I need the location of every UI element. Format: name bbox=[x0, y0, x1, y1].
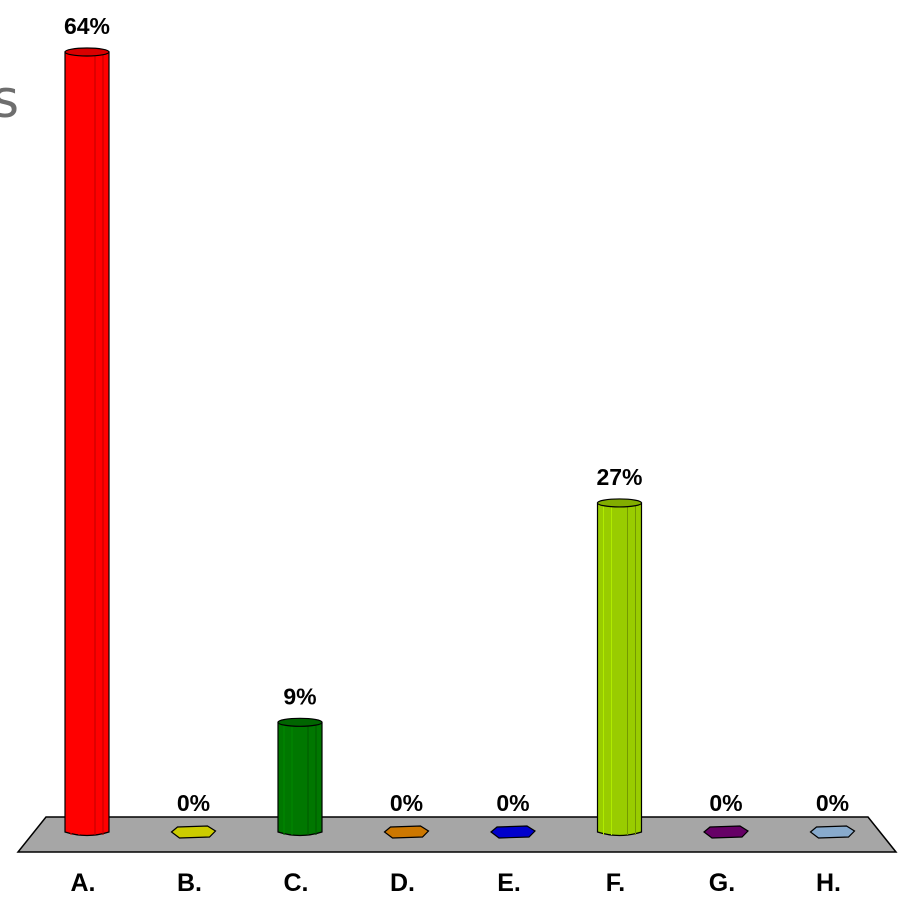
bar-h bbox=[809, 825, 856, 839]
category-label: F. bbox=[606, 869, 625, 897]
bar-body bbox=[64, 51, 110, 837]
bar-disc bbox=[703, 825, 749, 839]
bar-f bbox=[596, 498, 643, 837]
category-label: C. bbox=[284, 869, 309, 897]
bar-d bbox=[383, 825, 430, 839]
bar-b bbox=[170, 825, 217, 839]
bar-top bbox=[596, 498, 643, 508]
data-label: 9% bbox=[283, 683, 316, 709]
bar-disc bbox=[809, 825, 856, 839]
bar-e bbox=[490, 825, 536, 839]
data-label: 0% bbox=[816, 790, 849, 816]
category-label: D. bbox=[390, 869, 415, 897]
bar-g bbox=[703, 825, 749, 839]
data-label: 0% bbox=[496, 790, 529, 816]
category-label: A. bbox=[71, 869, 96, 897]
bar-a bbox=[64, 47, 110, 837]
category-label: G. bbox=[709, 869, 735, 897]
category-label: E. bbox=[497, 869, 521, 897]
data-label: 27% bbox=[596, 464, 642, 490]
data-label: 0% bbox=[709, 790, 742, 816]
data-label: 0% bbox=[390, 790, 423, 816]
bar-c bbox=[277, 717, 323, 837]
data-label: 0% bbox=[177, 790, 210, 816]
category-label: B. bbox=[177, 869, 202, 897]
category-label: H. bbox=[816, 869, 841, 897]
bar-disc bbox=[170, 825, 217, 839]
bar-disc bbox=[490, 825, 536, 839]
bar-disc bbox=[383, 825, 430, 839]
chart-floor bbox=[16, 816, 898, 853]
bar-top bbox=[277, 717, 323, 727]
bar-top bbox=[64, 47, 110, 57]
bar-body bbox=[277, 721, 323, 837]
data-label: 64% bbox=[64, 13, 110, 39]
bar-body bbox=[596, 502, 643, 837]
background-slide-text: s bbox=[0, 70, 20, 130]
